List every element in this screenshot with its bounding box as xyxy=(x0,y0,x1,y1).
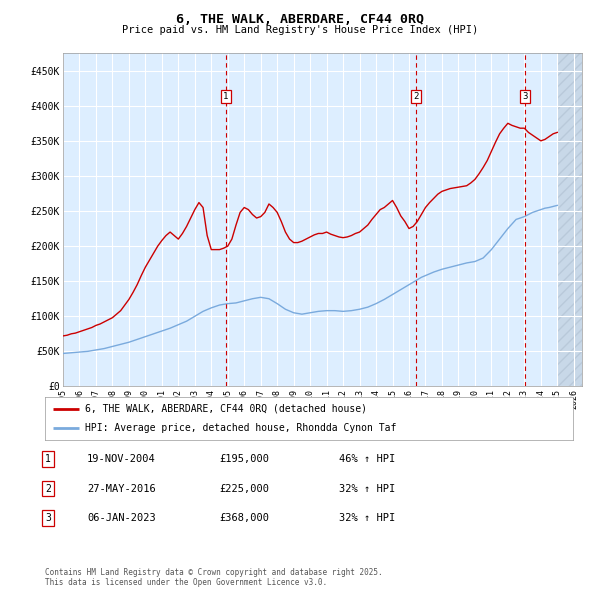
Text: Contains HM Land Registry data © Crown copyright and database right 2025.
This d: Contains HM Land Registry data © Crown c… xyxy=(45,568,383,587)
Text: 3: 3 xyxy=(45,513,51,523)
Text: £225,000: £225,000 xyxy=(219,484,269,493)
Bar xyxy=(557,53,582,386)
Text: 32% ↑ HPI: 32% ↑ HPI xyxy=(339,484,395,493)
Text: HPI: Average price, detached house, Rhondda Cynon Taf: HPI: Average price, detached house, Rhon… xyxy=(85,423,396,433)
Text: 2: 2 xyxy=(45,484,51,493)
Text: 27-MAY-2016: 27-MAY-2016 xyxy=(87,484,156,493)
Bar xyxy=(557,53,582,386)
Text: 6, THE WALK, ABERDARE, CF44 0RQ (detached house): 6, THE WALK, ABERDARE, CF44 0RQ (detache… xyxy=(85,404,367,414)
Text: 46% ↑ HPI: 46% ↑ HPI xyxy=(339,454,395,464)
Text: 1: 1 xyxy=(45,454,51,464)
Text: 19-NOV-2004: 19-NOV-2004 xyxy=(87,454,156,464)
Text: 3: 3 xyxy=(522,92,527,101)
Text: 06-JAN-2023: 06-JAN-2023 xyxy=(87,513,156,523)
Text: £195,000: £195,000 xyxy=(219,454,269,464)
Text: £368,000: £368,000 xyxy=(219,513,269,523)
Text: Price paid vs. HM Land Registry's House Price Index (HPI): Price paid vs. HM Land Registry's House … xyxy=(122,25,478,35)
Text: 32% ↑ HPI: 32% ↑ HPI xyxy=(339,513,395,523)
Text: 2: 2 xyxy=(413,92,418,101)
Text: 6, THE WALK, ABERDARE, CF44 0RQ: 6, THE WALK, ABERDARE, CF44 0RQ xyxy=(176,13,424,26)
Text: 1: 1 xyxy=(223,92,229,101)
